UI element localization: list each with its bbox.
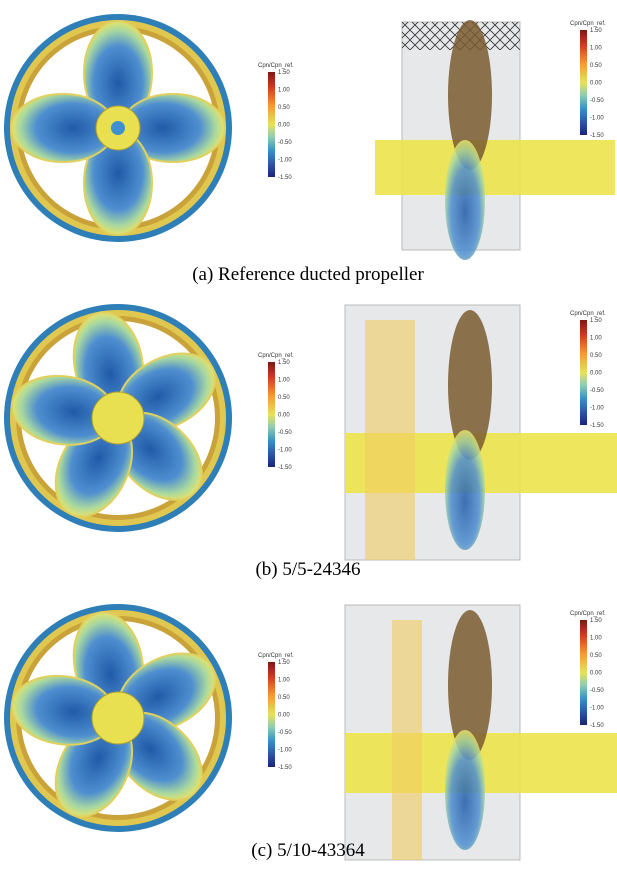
colorbar-label: 0.00 [278, 713, 290, 719]
side-view [345, 605, 617, 860]
colorbar-label: 0.00 [590, 371, 602, 377]
colorbar-label: 1.00 [590, 636, 602, 642]
colorbar-label: -0.50 [278, 430, 292, 436]
colorbar [268, 662, 275, 767]
colorbar-label: -0.50 [590, 688, 604, 694]
colorbar [580, 320, 587, 425]
colorbar-label: -0.50 [590, 98, 604, 104]
colorbar-label: -1.00 [590, 706, 604, 712]
colorbar-label: 1.00 [278, 378, 290, 384]
legend-title: Cpn/Cpn_ref. [258, 63, 294, 69]
colorbar-label: 0.00 [590, 81, 602, 87]
legend-title: Cpn/Cpn_ref. [258, 353, 294, 359]
figure: Cpn/Cpn_ref.1.501.000.500.00-0.50-1.00-1… [0, 0, 617, 872]
colorbar-label: 0.50 [590, 63, 602, 69]
colorbar-label: 1.00 [278, 88, 290, 94]
colorbar-label: 1.50 [278, 70, 290, 76]
blade-lower [445, 730, 485, 850]
colorbar-label: 1.00 [590, 336, 602, 342]
front-view [4, 14, 232, 242]
colorbar-label: 0.50 [278, 695, 290, 701]
legend-title: Cpn/Cpn_ref. [258, 653, 294, 659]
caption: (c) 5/10-43364 [251, 840, 365, 861]
caption: (a) Reference ducted propeller [192, 264, 424, 285]
blade-lower [445, 430, 485, 550]
blade-lower [445, 140, 485, 260]
colorbar-label: -0.50 [278, 730, 292, 736]
hub [92, 392, 144, 444]
legend-title: Cpn/Cpn_ref. [570, 21, 606, 27]
side-view [345, 305, 617, 560]
legend-title: Cpn/Cpn_ref. [570, 611, 606, 617]
caption: (b) 5/5-24346 [255, 559, 360, 580]
colorbar-label: -1.00 [278, 448, 292, 454]
front-view [4, 604, 232, 832]
front-view [4, 304, 232, 532]
colorbar-label: -1.50 [278, 765, 292, 771]
colorbar-label: 1.00 [590, 46, 602, 52]
colorbar-label: -0.50 [278, 140, 292, 146]
colorbar-label: 1.50 [278, 660, 290, 666]
colorbar-label: -1.00 [590, 406, 604, 412]
colorbar-label: -1.50 [278, 465, 292, 471]
colorbar [580, 30, 587, 135]
colorbar-label: -1.50 [590, 423, 604, 429]
colorbar-label: 0.50 [278, 395, 290, 401]
colorbar-label: -1.50 [590, 133, 604, 139]
colorbar-label: 0.00 [278, 123, 290, 129]
colorbar-label: 1.50 [590, 28, 602, 34]
cylinder [345, 605, 520, 860]
side-view [375, 20, 615, 260]
colorbar-label: -1.00 [278, 748, 292, 754]
colorbar-label: 0.50 [590, 353, 602, 359]
colorbar-label: 0.50 [590, 653, 602, 659]
colorbar-label: 1.50 [590, 318, 602, 324]
colorbar [268, 362, 275, 467]
shaft [375, 140, 615, 195]
hub [92, 692, 144, 744]
colorbar [268, 72, 275, 177]
colorbar-label: -1.00 [278, 158, 292, 164]
colorbar-label: 1.50 [278, 360, 290, 366]
colorbar-label: 0.50 [278, 105, 290, 111]
strut [365, 320, 415, 560]
hub-cap [111, 121, 125, 135]
colorbar-label: 0.00 [590, 671, 602, 677]
legend-title: Cpn/Cpn_ref. [570, 311, 606, 317]
colorbar-label: -1.50 [590, 723, 604, 729]
colorbar-label: 1.50 [590, 618, 602, 624]
colorbar [580, 620, 587, 725]
colorbar-label: -1.50 [278, 175, 292, 181]
colorbar-label: -0.50 [590, 388, 604, 394]
strut [392, 620, 422, 860]
colorbar-label: 1.00 [278, 678, 290, 684]
colorbar-label: 0.00 [278, 413, 290, 419]
colorbar-label: -1.00 [590, 116, 604, 122]
